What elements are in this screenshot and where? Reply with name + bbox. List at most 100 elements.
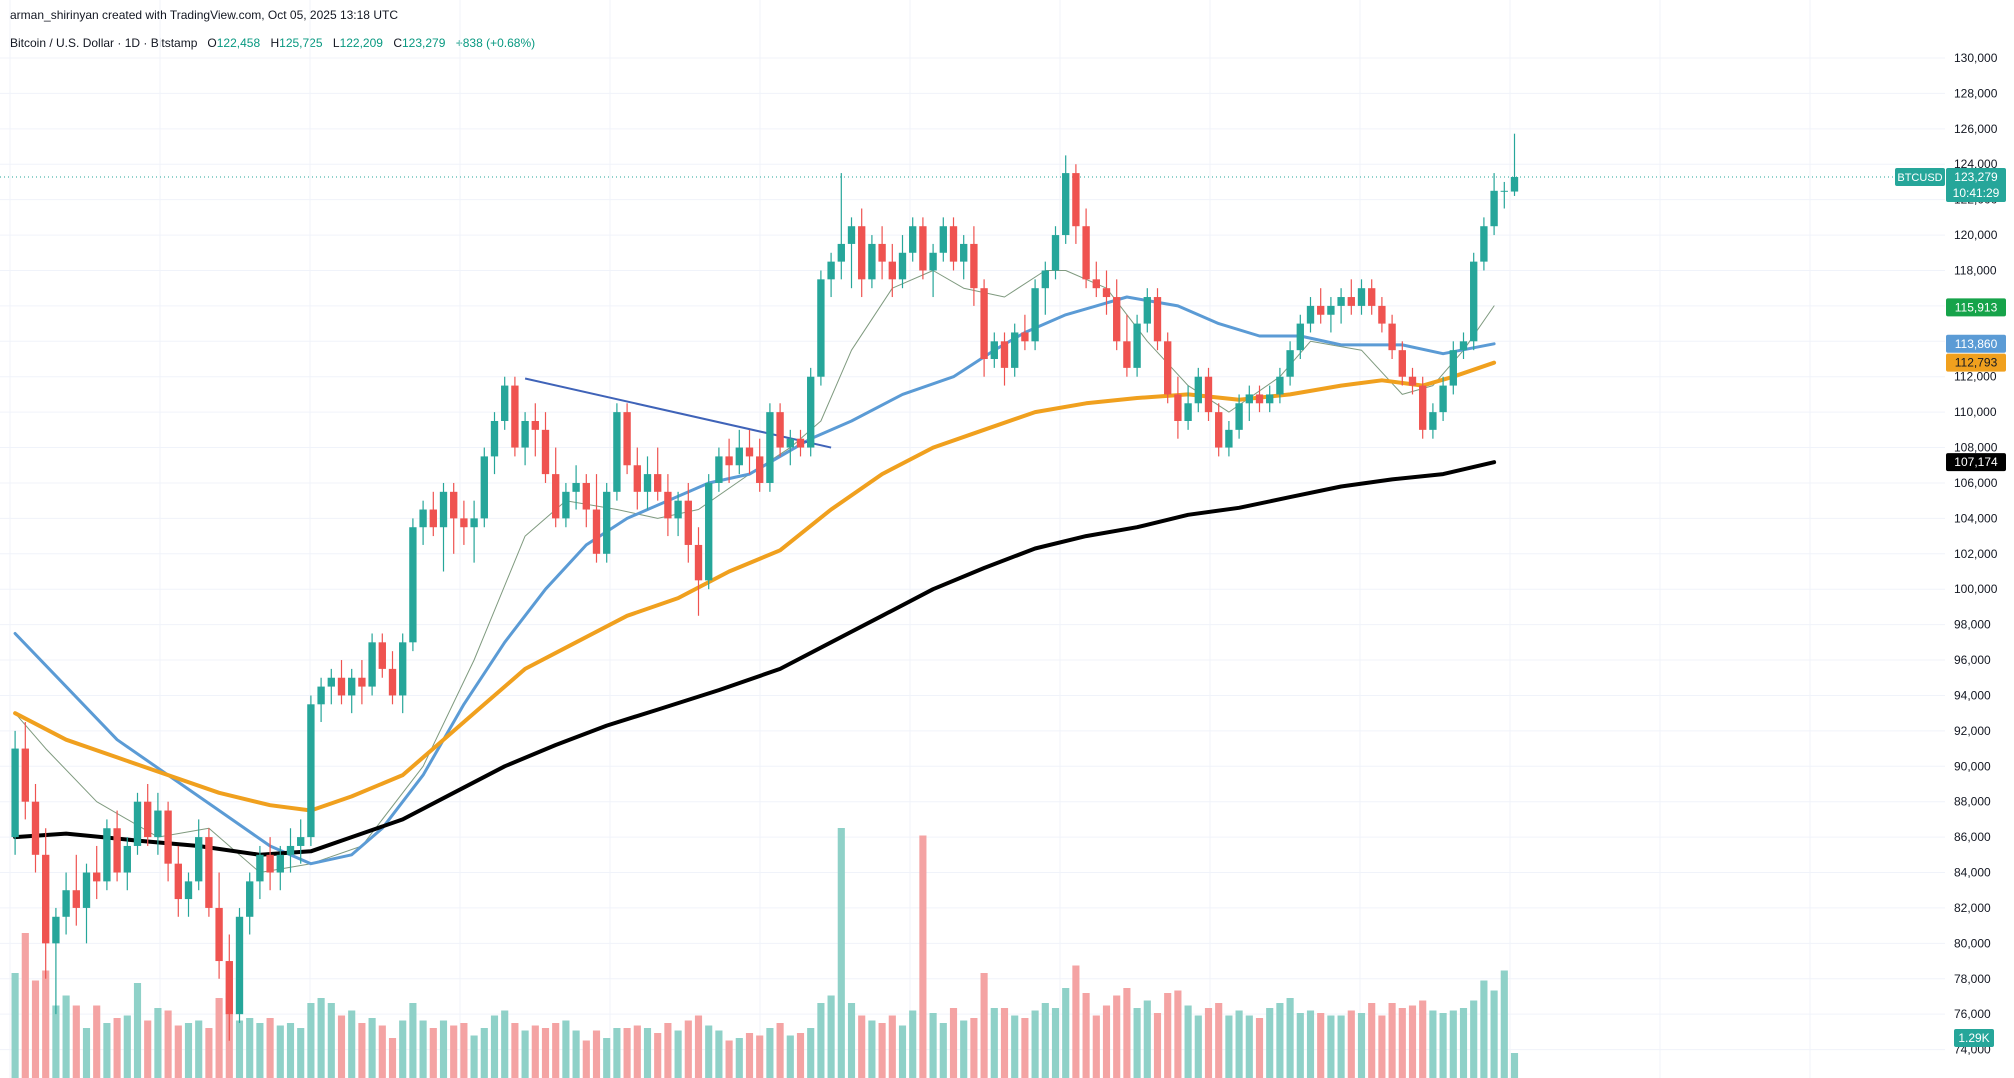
volume-bar <box>1408 1005 1417 1078</box>
volume-bar <box>898 1025 907 1078</box>
y-tick-label: 82,000 <box>1954 901 1991 915</box>
volume-bar <box>21 933 29 1078</box>
candle-body <box>939 226 947 253</box>
price-axis[interactable]: 130,000128,000126,000124,000122,000120,0… <box>1954 51 1998 1078</box>
symbol-tag-label: BTCUSD <box>1897 172 1942 184</box>
candle-body <box>388 668 397 696</box>
volume-bar <box>62 995 70 1078</box>
y-tick-label: 104,000 <box>1954 511 1998 525</box>
volume-bar <box>735 1038 743 1078</box>
volume-bar <box>1113 995 1121 1078</box>
volume-bar <box>1204 1008 1213 1078</box>
volume-bar <box>276 1025 284 1078</box>
candle-body <box>1225 429 1233 448</box>
candle-body <box>286 845 295 855</box>
volume-bar <box>501 1010 509 1078</box>
candlesticks <box>11 133 1519 1041</box>
volume-bar <box>705 1025 713 1078</box>
candle-body <box>256 854 264 882</box>
volume-bar <box>144 1020 152 1078</box>
candle-body <box>82 872 91 908</box>
volume-bar <box>643 1028 652 1078</box>
candle-body <box>796 438 805 448</box>
y-tick-label: 102,000 <box>1954 547 1998 561</box>
y-tick-label: 126,000 <box>1954 122 1998 136</box>
candle-body <box>960 243 968 262</box>
volume-bar <box>664 1023 672 1078</box>
candle-body <box>1480 226 1488 262</box>
volume-bar <box>1123 988 1131 1078</box>
y-tick-label: 84,000 <box>1954 866 1991 880</box>
volume-bar <box>429 1028 437 1078</box>
volume-bar <box>949 1008 958 1078</box>
candle-body <box>31 801 40 855</box>
volume-bar <box>1245 1015 1253 1078</box>
candle-body <box>501 385 509 421</box>
candle-body <box>1092 279 1100 289</box>
volume-bar <box>980 973 988 1078</box>
volume-bar <box>786 1035 794 1078</box>
y-tick-label: 96,000 <box>1954 653 1991 667</box>
candle-body <box>1439 385 1447 413</box>
volume-bar <box>307 1003 315 1078</box>
candle-body <box>133 801 142 846</box>
volume-bar <box>174 1025 182 1078</box>
volume-bar <box>297 1028 305 1078</box>
volume-bar <box>133 983 142 1078</box>
high-value: 125,725 <box>279 36 323 50</box>
volume-bar <box>715 1030 723 1078</box>
candle-body <box>174 863 182 900</box>
candle-body <box>205 837 213 908</box>
volume-bar <box>113 1018 121 1078</box>
candle-body <box>1490 190 1498 227</box>
volume-bar <box>419 1020 427 1078</box>
volume-bar <box>511 1023 519 1078</box>
volume-bar <box>1510 1053 1519 1078</box>
volume-bar <box>582 1040 590 1078</box>
candle-body <box>409 527 417 643</box>
candle-body <box>225 961 233 1015</box>
candle-body <box>1245 394 1253 404</box>
volume-bar <box>470 1035 478 1078</box>
candle-body <box>450 491 458 519</box>
volume-bar <box>31 980 40 1078</box>
ma-value-label: 115,913 <box>1955 300 1998 314</box>
volume-badge-label: 1.29K <box>1958 1031 1989 1045</box>
volume-bar <box>766 1028 774 1078</box>
volume-bar <box>215 998 223 1078</box>
price-tag <box>1946 168 2006 203</box>
volume-bar <box>1500 970 1508 1078</box>
candle-body <box>460 518 468 528</box>
volume-bar <box>796 1033 805 1078</box>
volume-bar <box>674 1030 682 1078</box>
symbol-title: Bitcoin / U.S. Dollar · 1D · Bitstamp <box>10 36 198 50</box>
volume-bar <box>42 970 50 1078</box>
volume-bar <box>1286 998 1294 1078</box>
price-tag-value: 123,279 <box>1954 170 1998 184</box>
candle-body <box>164 810 172 864</box>
candle-body <box>511 385 519 448</box>
volume-bar <box>684 1020 692 1078</box>
candle-body <box>868 243 876 280</box>
volume-bar <box>317 998 325 1078</box>
volume-bar <box>1000 1008 1009 1078</box>
candle-body <box>1388 323 1396 351</box>
volume-bar <box>1347 1010 1355 1078</box>
ma-value-badge <box>1946 453 2006 472</box>
candle-body <box>807 376 815 448</box>
candle-body <box>276 854 284 873</box>
candle-body <box>1276 376 1284 395</box>
y-tick-label: 98,000 <box>1954 618 1991 632</box>
volume-bar <box>1480 980 1488 1078</box>
volume-bar <box>388 1038 397 1078</box>
volume-bar <box>82 1028 91 1078</box>
candle-body <box>307 704 315 838</box>
volume-bar <box>562 1020 570 1078</box>
candle-body <box>1449 350 1457 386</box>
low-value: 122,209 <box>339 36 383 50</box>
candle-body <box>694 544 703 581</box>
candle-body <box>1021 332 1029 342</box>
candle-body <box>552 474 560 519</box>
candle-body <box>909 226 917 253</box>
